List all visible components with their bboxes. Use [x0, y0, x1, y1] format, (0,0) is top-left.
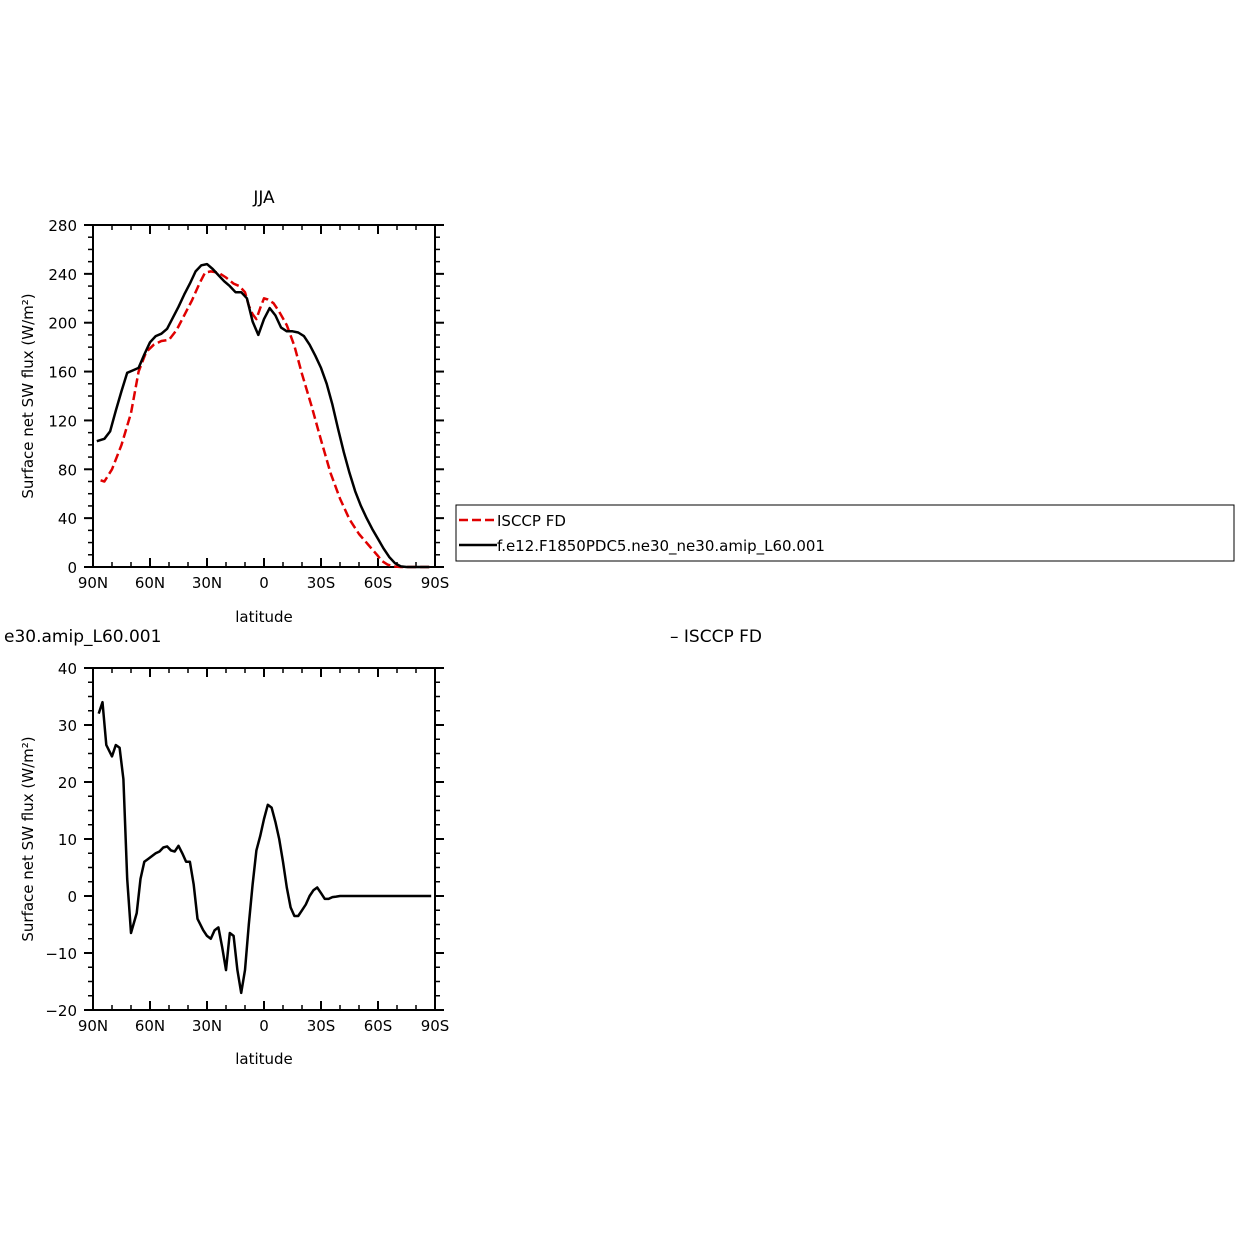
top-series-line-isccp — [100, 270, 432, 569]
top-x-tick-label: 60N — [135, 574, 165, 592]
bottom-x-tick-label: 60S — [364, 1017, 393, 1035]
bottom-x-axis-title: latitude — [235, 1050, 293, 1068]
bottom-x-tick-label: 30N — [192, 1017, 222, 1035]
top-panel-title: JJA — [252, 188, 275, 208]
bottom-y-tick-label: −20 — [45, 1002, 77, 1020]
top-y-tick-label: 200 — [48, 315, 77, 333]
top-y-tick-label: 40 — [58, 510, 77, 528]
top-x-axis-title: latitude — [235, 608, 293, 626]
bottom-data-lines — [97, 700, 432, 995]
top-axis-ticks: 90N 60N 30N 0 30S 60S 90S 0 40 80 120 160 200 240 280 — [48, 217, 449, 592]
bottom-y-tick-label: 10 — [58, 831, 77, 849]
legend: ISCCP FD f.e12.F1850PDC5.ne30_ne30.amip_… — [455, 504, 1235, 562]
bottom-axis-ticks: 90N 60N 30N 0 30S 60S 90S −20 −10 0 10 20 30 40 — [45, 660, 449, 1035]
bottom-x-tick-label: 60N — [135, 1017, 165, 1035]
top-y-tick-label: 120 — [48, 412, 77, 430]
bottom-y-tick-label: 20 — [58, 774, 77, 792]
bottom-x-tick-label: 0 — [259, 1017, 269, 1035]
bottom-x-tick-label: 90S — [421, 1017, 450, 1035]
bottom-y-tick-label: 30 — [58, 717, 77, 735]
top-y-tick-label: 160 — [48, 364, 77, 382]
bottom-y-tick-label: 40 — [58, 660, 77, 678]
top-x-tick-label: 90S — [421, 574, 450, 592]
bottom-y-tick-label: −10 — [45, 945, 77, 963]
bottom-x-tick-label: 90N — [78, 1017, 108, 1035]
top-x-tick-label: 30N — [192, 574, 222, 592]
legend-box — [455, 504, 1235, 562]
bottom-panel: e30.amip_L60.001 – ISCCP FD 90N 60N 30N 0 30… — [4, 627, 762, 1068]
top-data-lines — [96, 262, 432, 569]
top-series-line-model — [96, 262, 430, 569]
bottom-panel-right-title: – ISCCP FD — [670, 627, 762, 647]
bottom-series-line-model — [97, 700, 432, 995]
top-x-tick-label: 60S — [364, 574, 393, 592]
top-y-axis-title: Surface net SW flux (W/m²) — [19, 293, 37, 498]
top-panel: JJA 90N 60N 30N 0 30S 60S 90S 0 40 80 120 160 200 240… — [19, 188, 449, 626]
top-x-tick-label: 90N — [78, 574, 108, 592]
bottom-x-tick-label: 30S — [307, 1017, 336, 1035]
top-y-tick-label: 80 — [58, 461, 77, 479]
top-y-tick-label: 0 — [67, 559, 77, 577]
top-y-tick-label: 280 — [48, 217, 77, 235]
top-x-tick-label: 30S — [307, 574, 336, 592]
top-y-tick-label: 240 — [48, 266, 77, 284]
bottom-panel-left-title: e30.amip_L60.001 — [4, 627, 161, 647]
legend-label-model: f.e12.F1850PDC5.ne30_ne30.amip_L60.001 — [497, 537, 825, 556]
bottom-y-axis-title: Surface net SW flux (W/m²) — [19, 736, 37, 941]
top-x-tick-label: 0 — [259, 574, 269, 592]
bottom-y-tick-label: 0 — [67, 888, 77, 906]
legend-label-isccp: ISCCP FD — [497, 512, 566, 530]
